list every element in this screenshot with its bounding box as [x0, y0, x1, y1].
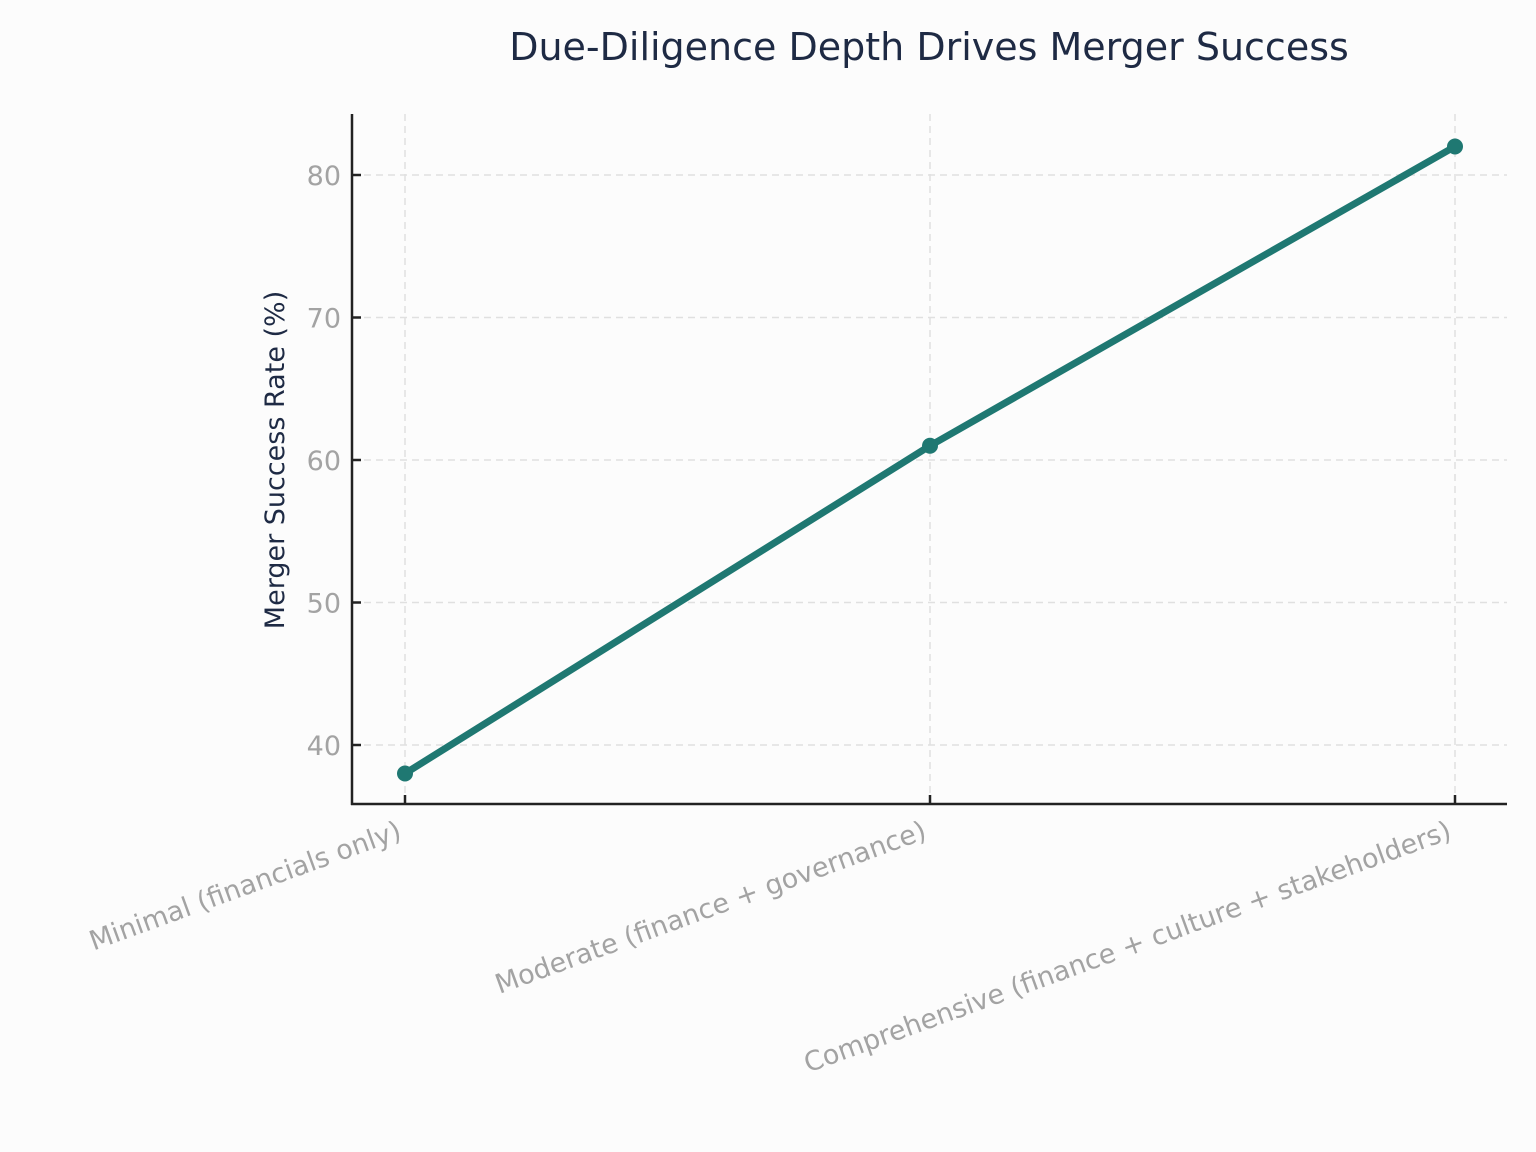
y-axis-label: Merger Success Rate (%) [260, 291, 291, 629]
data-point-marker [397, 765, 413, 782]
x-tick-label: Moderate (finance + governance) [491, 815, 930, 1000]
y-tick-label: 40 [307, 731, 341, 762]
y-tick-label: 50 [307, 589, 341, 620]
data-point-marker [922, 437, 938, 454]
x-axis-ticks: Minimal (financials only) Moderate (finan… [85, 795, 1457, 1079]
data-point-marker [1447, 138, 1463, 155]
y-tick-label: 80 [307, 161, 341, 192]
x-tick-label: Minimal (financials only) [85, 815, 405, 957]
data-series [397, 138, 1463, 782]
chart-title: Due-Diligence Depth Drives Merger Succes… [509, 25, 1349, 69]
y-tick-label: 70 [307, 304, 341, 335]
grid-lines [352, 114, 1507, 804]
y-axis-ticks: 40 50 60 70 80 [307, 161, 361, 762]
y-tick-label: 60 [307, 446, 341, 477]
